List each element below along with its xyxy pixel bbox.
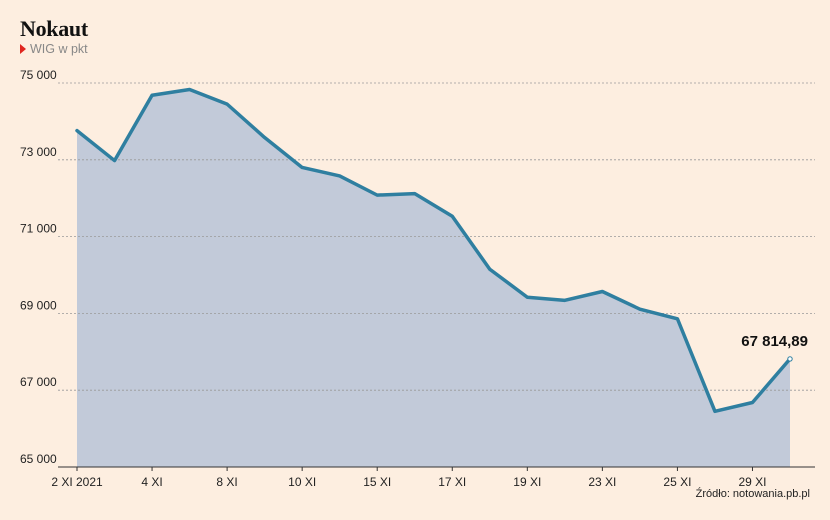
data-point xyxy=(300,166,304,169)
x-tick-label: 8 XI xyxy=(216,475,237,489)
chart-subtitle: WIG w pkt xyxy=(20,42,88,56)
y-tick-label: 67 000 xyxy=(20,375,57,389)
data-point xyxy=(338,174,341,178)
y-tick-label: 65 000 xyxy=(20,452,57,466)
data-point xyxy=(75,129,79,132)
last-point-marker xyxy=(787,356,793,362)
x-tick-label: 19 XI xyxy=(513,475,541,489)
x-tick-label: 4 XI xyxy=(141,475,162,489)
data-point xyxy=(150,94,154,97)
data-point xyxy=(601,290,604,293)
source-note: Źródło: notowania.pb.pl xyxy=(695,488,810,500)
last-value-label: 67 814,89 xyxy=(741,333,808,350)
x-tick-label: 10 XI xyxy=(288,475,316,489)
y-tick-label: 75 000 xyxy=(20,68,57,82)
data-point xyxy=(451,215,454,218)
data-point xyxy=(488,268,491,271)
data-point xyxy=(376,193,379,197)
x-tick-label: 25 XI xyxy=(663,475,691,489)
y-tick-label: 69 000 xyxy=(20,298,57,312)
x-tick-label: 17 XI xyxy=(438,475,466,489)
y-tick-label: 71 000 xyxy=(20,222,57,236)
data-point xyxy=(526,296,529,299)
x-tick-label: 23 XI xyxy=(588,475,616,489)
data-point xyxy=(188,88,191,91)
series-line xyxy=(75,87,792,414)
data-point xyxy=(563,299,567,302)
data-point xyxy=(225,102,229,106)
subtitle-text: WIG w pkt xyxy=(30,42,88,56)
data-point xyxy=(113,159,116,162)
area-fill xyxy=(77,89,790,467)
data-point xyxy=(263,136,266,139)
x-tick-label: 29 XI xyxy=(738,475,766,489)
data-point xyxy=(676,317,679,320)
red-triangle-icon xyxy=(20,44,26,54)
data-point xyxy=(751,401,754,404)
chart-title: Nokaut xyxy=(20,16,88,41)
y-tick-label: 73 000 xyxy=(20,145,57,159)
data-point xyxy=(713,410,717,413)
x-tick-label: 2 XI 2021 xyxy=(51,475,103,489)
x-tick-label: 15 XI xyxy=(363,475,391,489)
data-point xyxy=(638,307,642,311)
data-point xyxy=(413,192,416,195)
